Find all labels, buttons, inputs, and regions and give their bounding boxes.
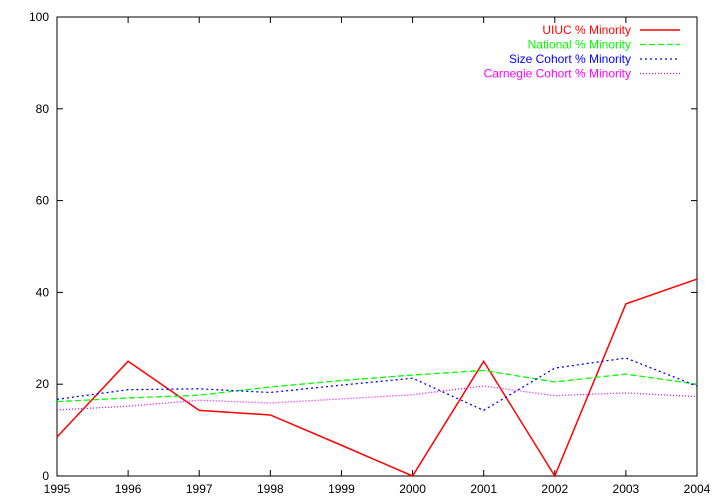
y-tick-label: 100 [29,10,49,24]
data-point [340,379,342,381]
data-point [554,381,556,383]
plot-frame [56,16,698,477]
data-point [625,303,627,305]
data-point [269,402,271,404]
data-point [625,357,627,359]
data-point [269,386,271,388]
x-tick-label: 2003 [613,482,640,496]
data-point [482,369,484,371]
data-point [340,398,342,400]
series-line-1 [56,278,698,478]
data-point [554,367,556,369]
y-tick-label: 40 [36,285,50,299]
axes: 0 20 40 60 80 100 1995 1996 1997 1998 1999 2000 2001… [29,10,711,496]
data-point [269,391,271,393]
data-point [482,360,484,362]
data-point [340,384,342,386]
data-point [56,398,58,400]
data-point [340,444,342,446]
x-tick-label: 2002 [541,482,568,496]
x-tick-label: 2001 [470,482,497,496]
data-point [127,397,129,399]
data-point [269,414,271,416]
y-tick-label: 60 [36,194,50,208]
data-point [482,385,484,387]
data-point [625,373,627,375]
data-point [56,436,58,438]
x-tick-label: 1995 [44,482,71,496]
y-tick-label: 80 [36,102,50,116]
data-point [56,409,58,411]
x-tick-label: 1998 [257,482,284,496]
x-tick-label: 1999 [328,482,355,496]
x-tick-label: 2000 [399,482,426,496]
y-tick-label: 0 [42,469,49,483]
x-tick-label: 2004 [684,482,711,496]
legend-label: Size Cohort % Minority [509,52,631,66]
legend-label: Carnegie Cohort % Minority [484,67,631,81]
data-point [56,400,58,402]
data-point [554,475,556,477]
data-point [625,392,627,394]
data-point [696,278,698,280]
series-layer [56,278,698,478]
data-point [411,377,413,379]
legend-label: National % Minority [528,38,631,52]
data-point [198,394,200,396]
data-point [198,388,200,390]
data-point [198,399,200,401]
data-point [198,409,200,411]
data-point [127,360,129,362]
data-point [411,475,413,477]
data-point [127,405,129,407]
x-tick-label: 1997 [186,482,213,496]
data-point [482,409,484,411]
data-point [696,395,698,397]
data-point [696,385,698,387]
series-line-2 [56,369,698,403]
series-line-3 [56,357,698,412]
legend-label: UIUC % Minority [542,23,631,37]
data-point [411,394,413,396]
x-tick-label: 1996 [115,482,142,496]
y-tick-label: 20 [36,377,50,391]
data-point [127,389,129,391]
data-point [554,394,556,396]
data-point [411,374,413,376]
